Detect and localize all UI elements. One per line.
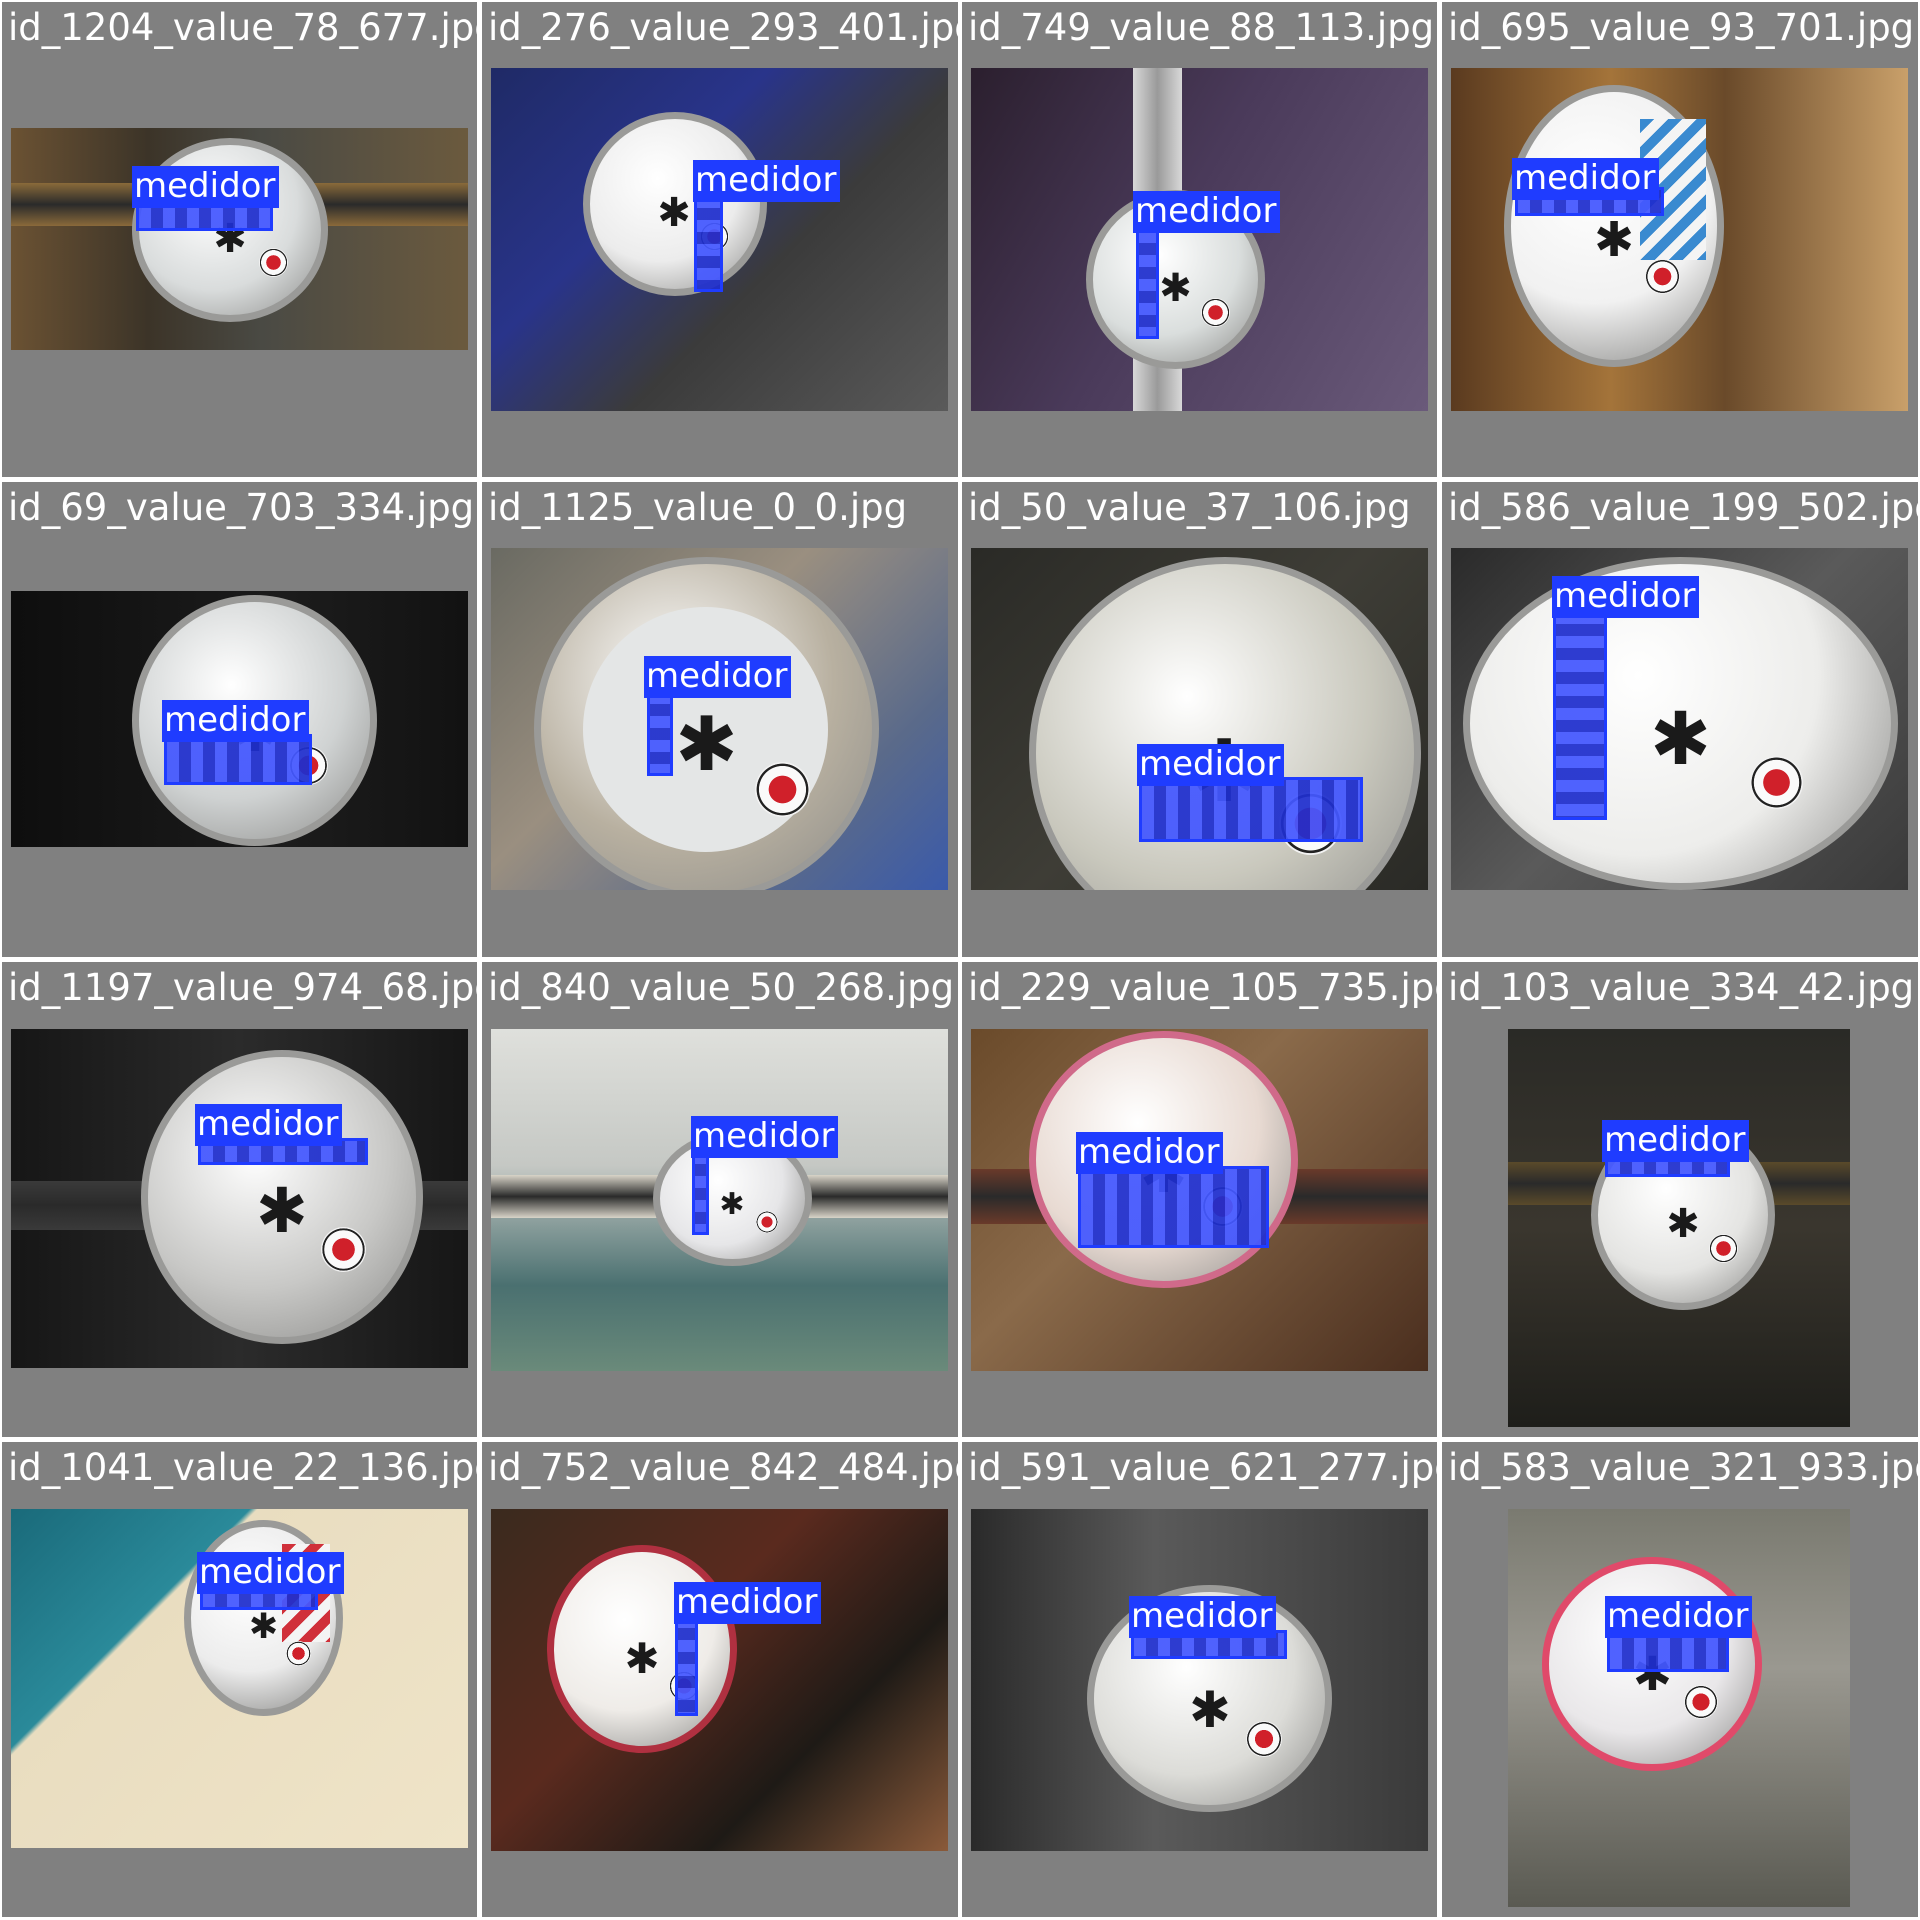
detection-box [1078, 1166, 1269, 1248]
tile-filename: id_1125_value_0_0.jpg [488, 486, 908, 529]
detection-label: medidor [1512, 158, 1660, 200]
impeller-star-icon: ✱ [256, 1174, 308, 1247]
image-tile[interactable]: id_69_value_703_334.jpg✱medidor [2, 482, 477, 957]
water-meter-dial [141, 1050, 423, 1344]
water-meter-photo: ✱ [1508, 1029, 1850, 1427]
detection-box [675, 1613, 698, 1716]
detection-label: medidor [1137, 744, 1285, 786]
image-tile[interactable]: id_591_value_621_277.jpg ✱ medidor [962, 1442, 1437, 1917]
impeller-star-icon: ✱ [1189, 1681, 1231, 1739]
tile-filename: id_1204_value_78_677.jpg [8, 6, 477, 49]
tile-filename: id_840_value_50_268.jpg [488, 966, 955, 1009]
detection-label: medidor [691, 1116, 839, 1158]
water-meter-photo: ✱ [491, 1029, 948, 1371]
image-tile[interactable]: id_586_value_199_502.jpg ✱ medidor [1442, 482, 1918, 957]
tile-filename: id_583_value_321_933.jpg [1448, 1446, 1918, 1489]
image-tile[interactable]: id_1197_value_974_68.jpg ✱ medidor [2, 962, 477, 1437]
red-dial-icon [756, 1211, 778, 1233]
red-dial-icon [755, 762, 810, 817]
red-dial-icon [259, 248, 288, 277]
tile-filename: id_586_value_199_502.jpg [1448, 486, 1918, 529]
detection-label: medidor [1605, 1596, 1753, 1638]
detection-label: medidor [1076, 1132, 1224, 1174]
detection-label: medidor [1552, 576, 1700, 618]
detection-box [692, 1149, 709, 1235]
detection-box [164, 734, 312, 785]
detection-box [1553, 609, 1607, 820]
detection-label: medidor [132, 166, 280, 208]
tile-filename: id_749_value_88_113.jpg [968, 6, 1435, 49]
detection-box [647, 689, 673, 776]
tile-filename: id_752_value_842_484.jpg [488, 1446, 958, 1489]
water-meter-photo: ✱ [11, 128, 468, 350]
water-meter-dial [583, 112, 767, 296]
detection-label: medidor [1133, 191, 1281, 233]
red-dial-icon [1201, 298, 1230, 327]
detection-label: medidor [693, 160, 841, 202]
image-tile[interactable]: id_50_value_37_106.jpg ✱medidor [962, 482, 1437, 957]
impeller-star-icon: ✱ [1593, 212, 1635, 268]
detection-label: medidor [195, 1104, 343, 1146]
water-meter-photo: ✱ [1451, 68, 1908, 411]
impeller-star-icon: ✱ [657, 190, 691, 236]
red-dial-icon [1709, 1234, 1738, 1263]
water-meter-photo: ✱ [11, 1029, 468, 1368]
image-tile[interactable]: id_583_value_321_933.jpg ✱ medidor [1442, 1442, 1918, 1917]
water-meter-photo: ✱ [971, 1509, 1428, 1851]
image-tile[interactable]: id_752_value_842_484.jpg ✱ medidor [482, 1442, 958, 1917]
image-tile[interactable]: id_229_value_105_735.jpg ✱medidor [962, 962, 1437, 1437]
impeller-star-icon: ✱ [624, 1634, 660, 1683]
detection-label: medidor [162, 700, 310, 742]
impeller-star-icon: ✱ [1649, 697, 1712, 782]
tile-filename: id_276_value_293_401.jpg [488, 6, 958, 49]
tile-filename: id_50_value_37_106.jpg [968, 486, 1411, 529]
water-meter-photo: ✱ [971, 68, 1428, 411]
red-dial-icon [1645, 259, 1680, 294]
detection-box [1136, 228, 1159, 339]
water-meter-photo: ✱ [491, 68, 948, 411]
image-tile[interactable]: id_840_value_50_268.jpg ✱ medidor [482, 962, 958, 1437]
image-tile[interactable]: id_276_value_293_401.jpg ✱ medidor [482, 2, 958, 477]
impeller-star-icon: ✱ [719, 1187, 745, 1222]
impeller-star-icon: ✱ [248, 1607, 279, 1647]
detection-label: medidor [674, 1582, 822, 1624]
red-dial-icon [286, 1641, 311, 1666]
impeller-star-icon: ✱ [675, 700, 738, 788]
water-meter-photo: ✱ [971, 1029, 1428, 1371]
red-dial-icon [321, 1227, 366, 1272]
water-meter-photo: ✱ [491, 548, 948, 890]
image-tile[interactable]: id_1204_value_78_677.jpg ✱ medidor [2, 2, 477, 477]
impeller-star-icon: ✱ [1159, 266, 1192, 311]
tile-filename: id_103_value_334_42.jpg [1448, 966, 1915, 1009]
tile-filename: id_695_value_93_701.jpg [1448, 6, 1915, 49]
detection-label: medidor [644, 656, 792, 698]
tile-filename: id_229_value_105_735.jpg [968, 966, 1437, 1009]
tile-filename: id_591_value_621_277.jpg [968, 1446, 1437, 1489]
image-tile[interactable]: id_749_value_88_113.jpg ✱ medidor [962, 2, 1437, 477]
tile-filename: id_1041_value_22_136.jpg [8, 1446, 477, 1489]
impeller-star-icon: ✱ [1666, 1201, 1700, 1247]
water-meter-photo: ✱ [971, 548, 1428, 890]
tile-filename: id_69_value_703_334.jpg [8, 486, 475, 529]
water-meter-photo: ✱ [1508, 1509, 1850, 1907]
detection-box [694, 193, 723, 292]
red-dial-icon [1750, 756, 1803, 809]
detection-label: medidor [1602, 1120, 1750, 1162]
detection-label: medidor [1129, 1596, 1277, 1638]
red-dial-icon [1684, 1685, 1718, 1719]
water-meter-photo: ✱ [491, 1509, 948, 1851]
red-dial-icon [1246, 1721, 1282, 1757]
detection-box [1139, 777, 1363, 842]
detection-label: medidor [197, 1552, 345, 1594]
water-meter-dial [547, 1545, 737, 1753]
image-tile[interactable]: id_695_value_93_701.jpg ✱ medidor [1442, 2, 1918, 477]
image-tile[interactable]: id_1125_value_0_0.jpg ✱ medidor [482, 482, 958, 957]
image-tile[interactable]: id_103_value_334_42.jpg ✱ medidor [1442, 962, 1918, 1437]
image-tile[interactable]: id_1041_value_22_136.jpg ✱ medidor [2, 1442, 477, 1917]
tile-filename: id_1197_value_974_68.jpg [8, 966, 477, 1009]
